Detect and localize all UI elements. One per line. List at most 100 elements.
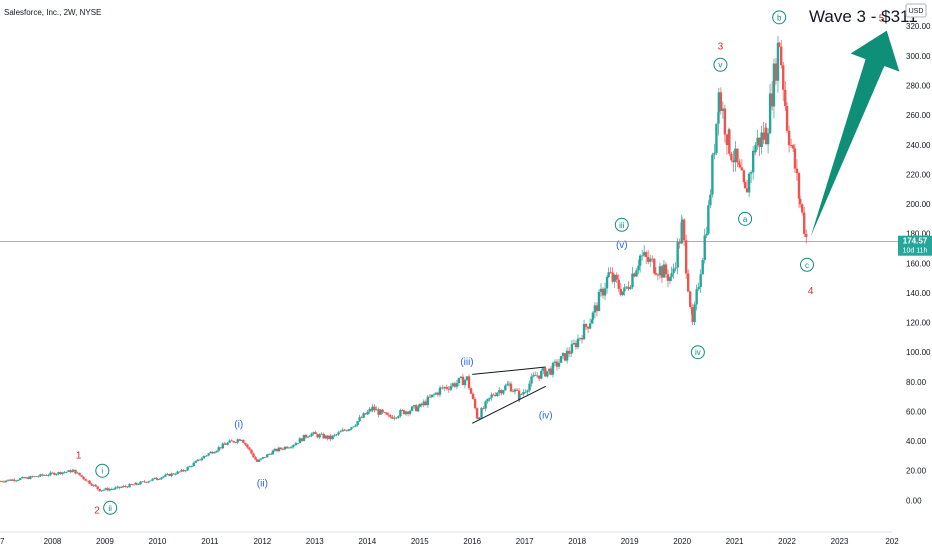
candle[interactable] — [627, 281, 630, 291]
candle[interactable] — [96, 486, 99, 491]
candle[interactable] — [51, 471, 54, 474]
candle[interactable] — [190, 465, 193, 468]
candle[interactable] — [586, 326, 590, 333]
candle[interactable] — [178, 471, 181, 473]
candle[interactable] — [713, 143, 716, 160]
candle[interactable] — [467, 374, 471, 391]
candle[interactable] — [638, 254, 642, 273]
candle[interactable] — [37, 475, 40, 478]
candle[interactable] — [699, 269, 702, 293]
candle[interactable] — [666, 269, 670, 288]
candle[interactable] — [536, 372, 539, 379]
candle[interactable] — [593, 302, 597, 319]
candle[interactable] — [567, 346, 571, 358]
candle[interactable] — [219, 447, 222, 450]
candle[interactable] — [743, 181, 747, 189]
candle[interactable] — [205, 455, 208, 457]
candle[interactable] — [782, 62, 785, 102]
candle[interactable] — [453, 381, 457, 389]
candle[interactable] — [379, 408, 382, 415]
candle[interactable] — [443, 386, 446, 392]
candle[interactable] — [482, 406, 485, 410]
candle[interactable] — [312, 431, 315, 436]
candle[interactable] — [393, 415, 396, 421]
candle[interactable] — [738, 158, 742, 169]
candle[interactable] — [551, 361, 555, 378]
candle[interactable] — [341, 427, 344, 432]
candle[interactable] — [402, 409, 406, 415]
candle[interactable] — [488, 397, 491, 402]
candle[interactable] — [768, 83, 772, 135]
candle[interactable] — [78, 472, 81, 476]
candle[interactable] — [548, 368, 551, 375]
candle[interactable] — [186, 466, 189, 472]
candle[interactable] — [480, 406, 483, 419]
candle[interactable] — [798, 195, 802, 208]
candle[interactable] — [172, 472, 175, 475]
candle[interactable] — [588, 318, 592, 330]
candle[interactable] — [469, 387, 473, 394]
candle[interactable] — [422, 399, 426, 408]
candle[interactable] — [576, 334, 580, 350]
candle[interactable] — [496, 392, 499, 398]
candle[interactable] — [432, 393, 436, 398]
candle[interactable] — [373, 404, 376, 413]
candle[interactable] — [2, 480, 6, 483]
candle[interactable] — [366, 409, 369, 415]
candle[interactable] — [61, 472, 64, 476]
candle[interactable] — [234, 441, 237, 444]
candle[interactable] — [742, 168, 746, 184]
candle[interactable] — [289, 445, 293, 449]
candle[interactable] — [217, 445, 220, 453]
candle[interactable] — [265, 453, 269, 458]
candle[interactable] — [383, 411, 386, 414]
candle[interactable] — [691, 311, 694, 326]
candle[interactable] — [649, 254, 652, 267]
candle[interactable] — [609, 267, 612, 274]
candle[interactable] — [615, 272, 618, 284]
candle[interactable] — [250, 449, 253, 455]
candle[interactable] — [57, 471, 60, 476]
candle[interactable] — [455, 379, 459, 390]
candle[interactable] — [358, 414, 361, 423]
candle[interactable] — [333, 433, 336, 438]
candle[interactable] — [406, 411, 410, 417]
candle[interactable] — [254, 455, 257, 460]
candle[interactable] — [695, 284, 698, 311]
candle[interactable] — [209, 451, 212, 454]
candle[interactable] — [176, 470, 179, 475]
candle[interactable] — [252, 452, 255, 458]
candle[interactable] — [528, 380, 531, 393]
candle[interactable] — [335, 433, 338, 437]
candle[interactable] — [281, 447, 285, 451]
candle[interactable] — [658, 262, 662, 279]
candle[interactable] — [522, 389, 525, 397]
candle[interactable] — [322, 432, 325, 439]
candle[interactable] — [387, 412, 390, 418]
candle[interactable] — [116, 485, 119, 489]
candle[interactable] — [80, 475, 83, 478]
candle[interactable] — [668, 276, 672, 285]
candle[interactable] — [160, 477, 163, 481]
candle[interactable] — [14, 479, 18, 483]
candle[interactable] — [224, 443, 227, 446]
candle[interactable] — [72, 469, 75, 471]
candle[interactable] — [553, 359, 557, 367]
candle[interactable] — [124, 484, 127, 488]
candle[interactable] — [473, 397, 477, 410]
candle[interactable] — [354, 424, 357, 428]
candle[interactable] — [420, 402, 423, 408]
candle[interactable] — [795, 159, 799, 181]
candle[interactable] — [114, 486, 117, 490]
candle[interactable] — [662, 259, 666, 278]
candle[interactable] — [137, 483, 140, 486]
candle[interactable] — [800, 203, 804, 216]
candle[interactable] — [701, 257, 704, 275]
candle[interactable] — [705, 226, 708, 239]
candle[interactable] — [660, 265, 664, 284]
candle[interactable] — [401, 409, 404, 411]
candle[interactable] — [41, 473, 44, 477]
candle[interactable] — [188, 465, 191, 468]
candle[interactable] — [65, 471, 68, 474]
candle[interactable] — [640, 249, 644, 261]
